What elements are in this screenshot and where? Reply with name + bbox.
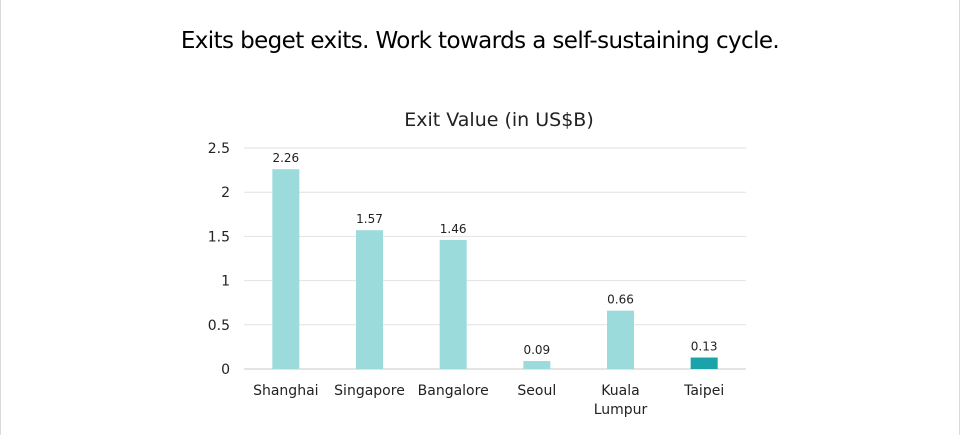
y-tick-label: 2.5 — [208, 141, 230, 157]
data-label: 1.46 — [440, 222, 467, 236]
bar-seoul — [523, 361, 551, 369]
y-tick-label: 2 — [221, 185, 230, 201]
bar-singapore — [356, 230, 383, 369]
x-category-label: Bangalore — [418, 383, 489, 399]
data-label: 2.26 — [272, 151, 299, 165]
y-tick-label: 0.5 — [208, 318, 230, 334]
x-category-label: Lumpur — [594, 402, 648, 418]
x-category-label: Singapore — [334, 383, 405, 399]
data-label: 1.57 — [356, 212, 383, 226]
x-category-label: Kuala — [601, 383, 639, 399]
data-label: 0.09 — [523, 343, 550, 357]
y-tick-label: 0 — [221, 362, 230, 378]
bar-bangalore — [439, 239, 467, 369]
slide-headline: Exits beget exits. Work towards a self-s… — [180, 28, 780, 54]
y-tick-label: 1 — [221, 274, 230, 290]
x-category-label: Taipei — [683, 383, 724, 399]
chart-title: Exit Value (in US$B) — [404, 109, 594, 131]
bar-shanghai — [272, 169, 300, 369]
data-label: 0.13 — [691, 340, 718, 354]
bar-kuala-lumpur — [607, 310, 634, 369]
bar-taipei — [690, 357, 718, 369]
y-tick-label: 1.5 — [208, 229, 230, 245]
x-category-label: Seoul — [517, 383, 556, 399]
data-label: 0.66 — [607, 293, 634, 307]
x-category-label: Shanghai — [253, 383, 318, 399]
